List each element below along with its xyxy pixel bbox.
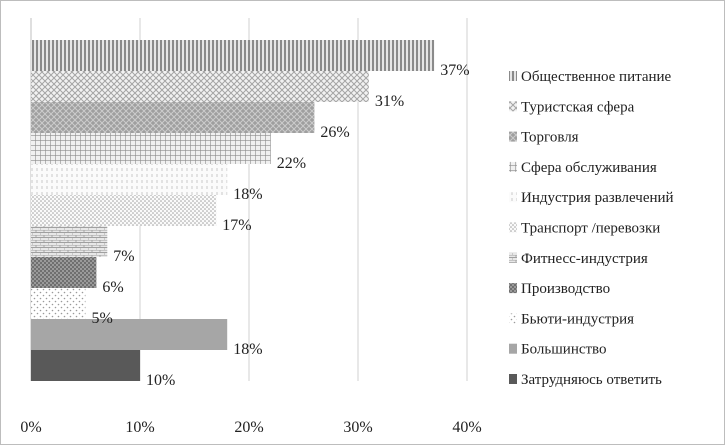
legend-entry: Индустрия развлечений: [521, 190, 674, 206]
legend-entry: Бьюти-индустрия: [521, 311, 634, 327]
legend-swatch: [509, 192, 517, 203]
legend-swatch: [509, 343, 517, 354]
bar: [31, 226, 108, 257]
legend-swatch: [509, 222, 517, 233]
x-tick-label: 20%: [234, 419, 263, 436]
legend-swatch: [509, 252, 517, 263]
legend-swatch: [509, 283, 517, 294]
data-label: 18%: [233, 186, 262, 203]
data-label: 5%: [92, 310, 113, 327]
legend: Общественное питание Туристская сфера Торг…: [509, 69, 674, 388]
data-label: 37%: [440, 62, 469, 79]
legend-entry: Сфера обслуживания: [521, 160, 657, 176]
data-label: 17%: [222, 217, 251, 234]
x-tick-label: 30%: [343, 419, 372, 436]
legend-entry: Фитнесс-индустрия: [521, 251, 648, 267]
legend-entry: Производство: [521, 281, 610, 297]
legend-swatch: [509, 313, 517, 324]
legend-entry: Большинство: [521, 342, 607, 358]
legend-entry: Торговля: [521, 130, 579, 146]
data-label: 6%: [102, 279, 123, 296]
bar: [31, 195, 217, 226]
x-tick-label: 10%: [125, 419, 154, 436]
data-label: 31%: [375, 93, 404, 110]
data-label: 10%: [146, 372, 175, 389]
data-labels: 37% 31% 26% 22% 18% 17% 7% 6% 5% 18% 10%: [92, 62, 470, 389]
data-label: 22%: [277, 155, 306, 172]
x-axis-tick-labels: 0% 10% 20% 30% 40%: [20, 419, 481, 436]
data-label: 18%: [233, 341, 262, 358]
bar: [31, 350, 140, 381]
legend-swatch: [509, 131, 517, 142]
bar: [31, 71, 369, 102]
legend-swatch: [509, 71, 517, 81]
bar: [31, 164, 228, 195]
legend-swatch: [509, 161, 517, 172]
bars: [31, 40, 435, 381]
data-label: 26%: [320, 124, 349, 141]
legend-entry: Туристская сфера: [521, 99, 635, 115]
legend-entry: Общественное питание: [521, 69, 672, 85]
bar: [31, 102, 315, 133]
bar: [31, 257, 97, 288]
legend-swatch: [509, 374, 517, 384]
legend-swatch: [509, 101, 517, 112]
bar: [31, 40, 435, 71]
x-tick-label: 0%: [20, 419, 41, 436]
legend-entry: Транспорт /перевозки: [521, 221, 660, 237]
legend-entry: Затрудняюсь ответить: [521, 372, 662, 388]
bar: [31, 319, 228, 350]
data-label: 7%: [113, 248, 134, 265]
x-tick-label: 40%: [452, 419, 481, 436]
bar: [31, 133, 271, 164]
bar: [31, 288, 86, 319]
